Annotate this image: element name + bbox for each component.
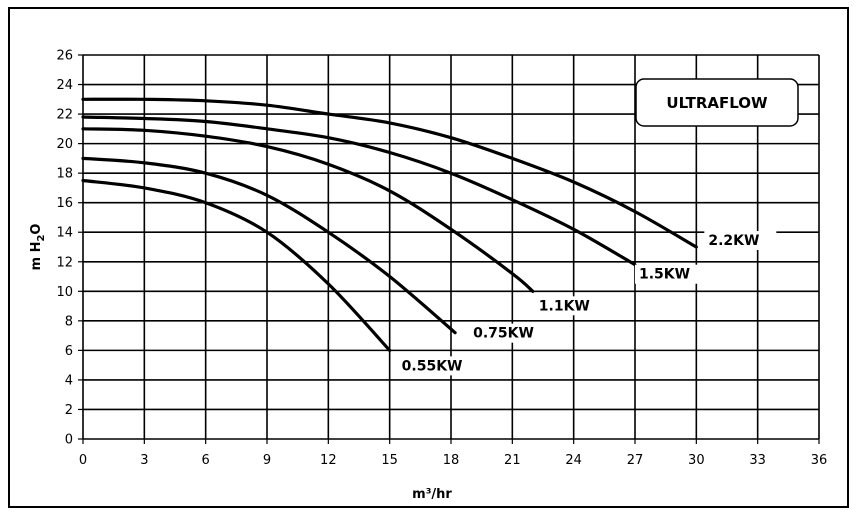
series-line	[81, 178, 392, 352]
series-curves: 0.55KW 0.75KW 1.1KW 1.5KW 2.2KW	[81, 97, 777, 376]
y-tick-label: 4	[65, 373, 73, 388]
x-tick-label: 27	[627, 453, 644, 468]
y-tick-label: 18	[56, 167, 73, 182]
y-tick-label: 16	[56, 196, 73, 211]
x-tick-label: 24	[565, 453, 582, 468]
y-tick-label: 24	[56, 78, 73, 93]
x-tick-label: 9	[263, 453, 271, 468]
chart-frame: 0 3 6 9 12 15 18 21 24 27 30 33 36 0 2 4 6 8 10 12 14 16 18 20…	[8, 7, 849, 508]
y-tick-label: 22	[56, 108, 73, 123]
x-tick-label: 15	[381, 453, 398, 468]
series-label-bg	[534, 296, 605, 316]
x-tick-label: 3	[140, 453, 148, 468]
x-tick-labels: 0 3 6 9 12 15 18 21 24 27 30 33 36	[79, 453, 827, 468]
y-axis-label: m H2O	[29, 224, 47, 271]
x-tick-label: 18	[443, 453, 460, 468]
x-axis-label: m³/hr	[412, 487, 452, 502]
y-tick-label: 6	[65, 344, 73, 359]
y-tick-label: 10	[56, 285, 73, 300]
legend-title-box: ULTRAFLOW	[635, 78, 799, 127]
series-label: 0.75KW	[473, 326, 534, 342]
y-tick-label: 8	[65, 314, 73, 329]
series-label: 0.55KW	[402, 358, 463, 374]
y-tick-label: 2	[65, 403, 73, 418]
y-tick-label: 12	[56, 255, 73, 270]
series-label-bg	[635, 264, 705, 284]
x-tick-label: 30	[688, 453, 705, 468]
series-label: 1.5KW	[639, 267, 690, 283]
x-tick-label: 6	[202, 453, 210, 468]
pump-curve-chart: 0 3 6 9 12 15 18 21 24 27 30 33 36 02468101214161820…	[29, 49, 827, 503]
series-label-bg	[397, 356, 476, 376]
x-tick-label: 21	[504, 453, 521, 468]
series-line	[81, 97, 698, 249]
x-tick-label: 36	[811, 453, 828, 468]
series-line	[81, 115, 637, 267]
chart-title: ULTRAFLOW	[666, 94, 768, 112]
y-tick-label: 26	[56, 49, 73, 64]
series-line	[81, 127, 535, 293]
x-tick-label: 33	[749, 453, 766, 468]
series-label: 2.2KW	[708, 233, 759, 249]
y-tick-label: 20	[56, 137, 73, 152]
y-tick-label: 14	[56, 226, 73, 241]
x-tick-label: 12	[320, 453, 337, 468]
series-label-bg	[704, 231, 777, 250]
series-label: 1.1KW	[539, 298, 590, 314]
series-line	[81, 156, 457, 335]
x-tick-label: 0	[79, 453, 87, 468]
series-label-bg	[469, 323, 548, 343]
legend-title-border	[635, 78, 799, 127]
y-tick-label: 0	[65, 433, 73, 448]
